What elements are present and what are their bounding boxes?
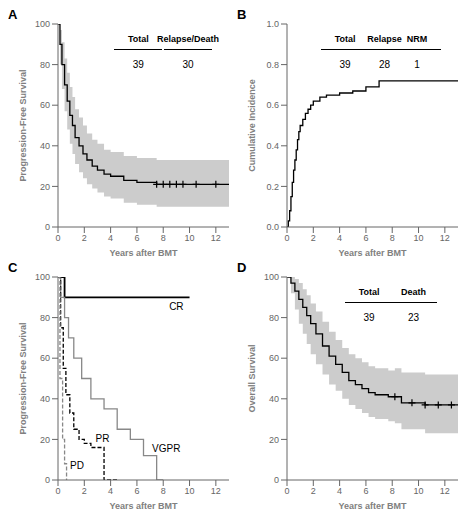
svg-text:12: 12 — [440, 233, 450, 243]
svg-text:10: 10 — [185, 486, 195, 496]
html-text:23: 23 — [408, 311, 420, 323]
html-text:CR: CR — [169, 301, 184, 313]
html-text:39: 39 — [339, 58, 351, 70]
svg-text:Progression-Free Survival: Progression-Free Survival — [18, 69, 28, 181]
svg-text:2: 2 — [311, 486, 316, 496]
svg-text:6: 6 — [134, 233, 139, 243]
html-text:30: 30 — [182, 58, 194, 70]
svg-text:2: 2 — [311, 233, 316, 243]
svg-text:10: 10 — [414, 486, 424, 496]
html-text:Total: Total — [127, 34, 149, 45]
svg-text:60: 60 — [40, 353, 50, 363]
svg-text:80: 80 — [269, 313, 279, 323]
svg-text:100: 100 — [35, 19, 50, 29]
html-text:Total: Total — [334, 34, 356, 45]
svg-text:1.0: 1.0 — [266, 19, 279, 29]
svg-text:0.2: 0.2 — [266, 182, 279, 192]
svg-text:2: 2 — [82, 486, 87, 496]
svg-text:8: 8 — [161, 233, 166, 243]
svg-text:6: 6 — [363, 486, 368, 496]
html-text:39: 39 — [132, 58, 144, 70]
svg-text:12: 12 — [440, 486, 450, 496]
svg-text:0: 0 — [45, 475, 50, 485]
svg-text:10: 10 — [185, 233, 195, 243]
svg-text:Progression-Free Survival: Progression-Free Survival — [18, 322, 28, 434]
svg-text:0: 0 — [55, 233, 60, 243]
svg-text:2: 2 — [82, 233, 87, 243]
html-text:B: B — [237, 7, 247, 22]
svg-text:20: 20 — [269, 435, 279, 445]
svg-text:0.0: 0.0 — [266, 222, 279, 232]
svg-text:0: 0 — [284, 233, 289, 243]
html-text:1: 1 — [414, 58, 420, 70]
svg-text:20: 20 — [40, 182, 50, 192]
svg-text:40: 40 — [269, 394, 279, 404]
svg-text:Years after BMT: Years after BMT — [338, 501, 407, 511]
svg-text:12: 12 — [211, 233, 221, 243]
svg-text:4: 4 — [108, 486, 113, 496]
svg-text:100: 100 — [264, 272, 279, 282]
svg-text:40: 40 — [40, 141, 50, 151]
svg-text:80: 80 — [40, 313, 50, 323]
svg-text:Overall Survival: Overall Survival — [247, 344, 257, 412]
svg-text:100: 100 — [35, 272, 50, 282]
svg-text:0: 0 — [274, 475, 279, 485]
html-text:VGPR: VGPR — [152, 443, 181, 455]
html-text:28: 28 — [378, 58, 390, 70]
html-text:D: D — [237, 260, 247, 275]
svg-text:0.4: 0.4 — [266, 141, 279, 151]
html-text:39: 39 — [363, 311, 375, 323]
html-text:Relapse/Death: Relapse/Death — [156, 34, 219, 45]
svg-text:12: 12 — [211, 486, 221, 496]
svg-text:8: 8 — [161, 486, 166, 496]
svg-text:Years after BMT: Years after BMT — [338, 248, 407, 258]
svg-text:0: 0 — [284, 486, 289, 496]
svg-text:80: 80 — [40, 60, 50, 70]
svg-text:Years after BMT: Years after BMT — [109, 248, 178, 258]
svg-text:6: 6 — [363, 233, 368, 243]
svg-text:40: 40 — [40, 394, 50, 404]
svg-text:10: 10 — [414, 233, 424, 243]
svg-text:4: 4 — [337, 486, 342, 496]
svg-text:0: 0 — [55, 486, 60, 496]
svg-text:Cumulative Incidence: Cumulative Incidence — [247, 79, 257, 172]
svg-text:0.6: 0.6 — [266, 100, 279, 110]
svg-text:8: 8 — [390, 486, 395, 496]
html-text:PD: PD — [70, 459, 84, 471]
svg-text:4: 4 — [337, 233, 342, 243]
svg-text:60: 60 — [269, 353, 279, 363]
html-text:C: C — [8, 260, 18, 275]
svg-text:0: 0 — [45, 222, 50, 232]
svg-text:8: 8 — [390, 233, 395, 243]
svg-text:60: 60 — [40, 100, 50, 110]
svg-text:20: 20 — [40, 435, 50, 445]
svg-text:4: 4 — [108, 233, 113, 243]
html-text:Total: Total — [358, 287, 380, 298]
svg-text:Years after BMT: Years after BMT — [109, 501, 178, 511]
html-text:PR: PR — [95, 433, 110, 445]
svg-text:0.8: 0.8 — [266, 60, 279, 70]
html-text:A: A — [8, 7, 18, 22]
html-text:Relapse: Relapse — [367, 34, 402, 45]
html-text:NRM: NRM — [406, 34, 428, 45]
html-text:Death: Death — [401, 287, 426, 298]
svg-text:6: 6 — [134, 486, 139, 496]
